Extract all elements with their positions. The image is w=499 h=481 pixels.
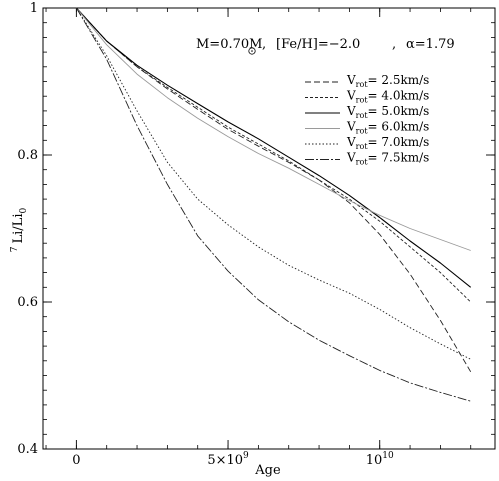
legend-label: Vrot= 2.5km/s <box>346 73 429 89</box>
x-tick-label: 1010 <box>366 451 394 468</box>
title-mass: M=0.70M <box>196 37 262 52</box>
y-tick-label: 0.4 <box>17 442 38 457</box>
series-line <box>76 7 471 360</box>
series-line <box>76 7 472 303</box>
x-axis-label: Age <box>254 463 281 478</box>
series-line <box>75 7 472 288</box>
title-separator-2: , <box>392 37 396 52</box>
legend-label: Vrot= 5.0km/s <box>346 104 429 120</box>
tick-labels: 0 5×109 1010 0.4 0.6 0.8 1 <box>17 1 394 468</box>
title-alpha: α=1.79 <box>406 37 455 52</box>
legend-label: Vrot= 6.0km/s <box>346 120 429 136</box>
y-tick-label: 0.6 <box>17 295 38 310</box>
sun-symbol-icon <box>248 47 256 55</box>
x-tick-label: 0 <box>72 453 80 468</box>
y-axis-label-text: 7Li/Li0 <box>10 208 29 253</box>
title-metallicity: [Fe/H]=−2.0 <box>276 37 360 52</box>
title-separator-1: , <box>262 37 266 52</box>
series-lines <box>75 7 472 402</box>
legend-label: Vrot= 7.0km/s <box>346 135 429 151</box>
x-tick-label: 5×109 <box>207 451 249 468</box>
legend-label: Vrot= 4.0km/s <box>346 89 429 105</box>
series-line <box>76 7 471 251</box>
y-tick-label: 0.8 <box>17 148 38 163</box>
y-axis-label: 7Li/Li0 <box>10 208 29 253</box>
sun-symbol-dot-icon <box>251 50 253 52</box>
series-line <box>76 7 472 373</box>
series-line <box>76 7 471 402</box>
chart-title: M=0.70M , [Fe/H]=−2.0 , α=1.79 <box>196 37 455 55</box>
tick-marks <box>43 7 495 450</box>
y-tick-label: 1 <box>30 1 38 16</box>
legend-label: Vrot= 7.5km/s <box>346 151 429 167</box>
